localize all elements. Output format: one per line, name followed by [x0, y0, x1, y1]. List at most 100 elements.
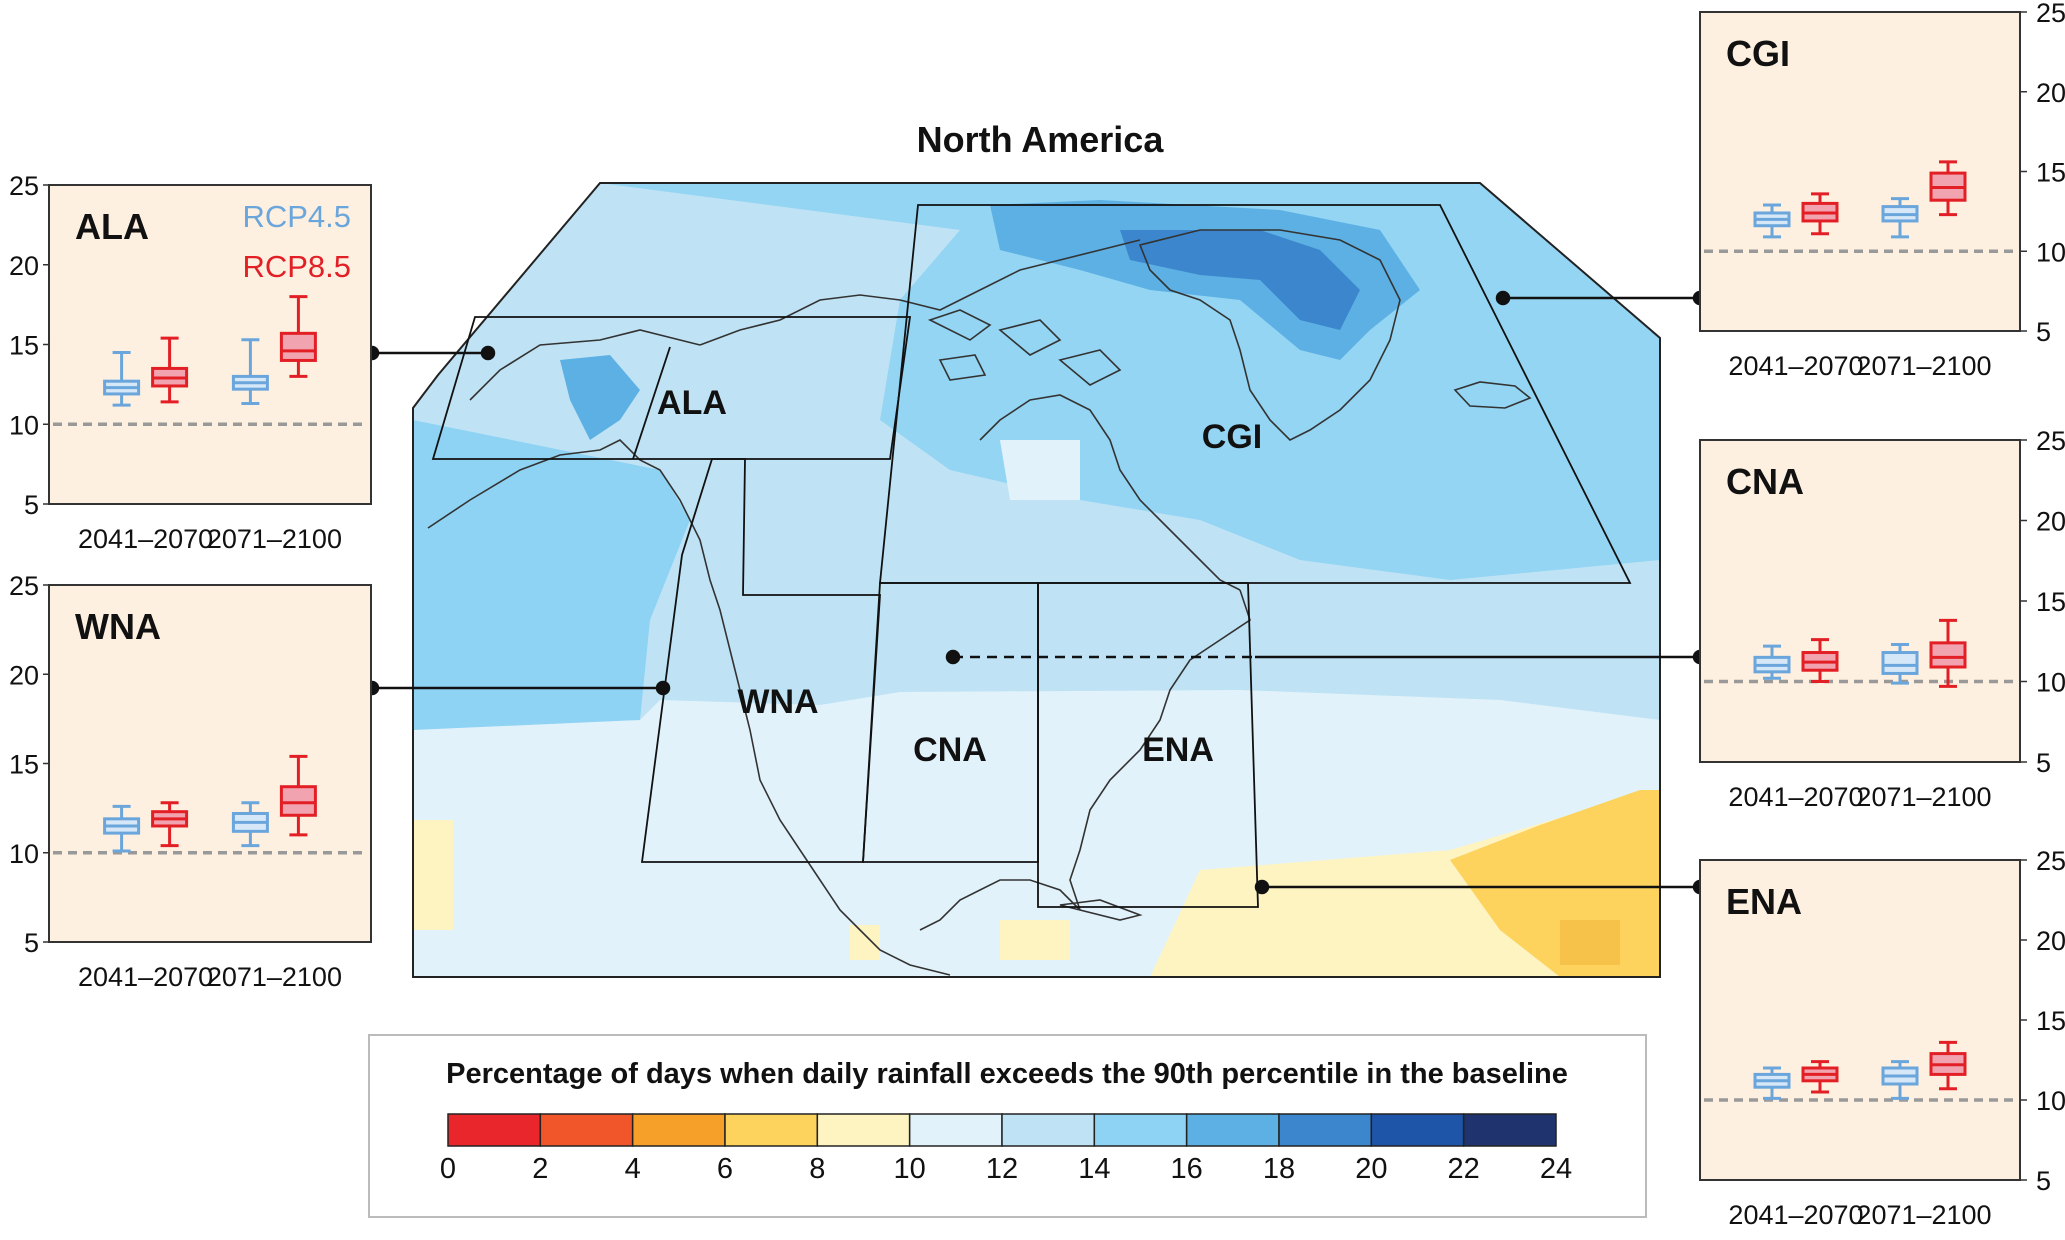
x-category-label: 2041–2070: [1728, 782, 1863, 812]
box-rcp45-0: [1753, 1066, 1791, 1100]
colorbar-tick-label: 10: [894, 1153, 926, 1185]
map-region-label-wna: WNA: [737, 683, 818, 721]
y-tick-label: 25: [2036, 426, 2065, 456]
colorbar-swatch: [908, 1113, 1003, 1147]
region-ala-inner-divider: [632, 346, 671, 460]
y-tick-label: 5: [24, 928, 39, 958]
y-tick-label: 20: [2036, 926, 2065, 956]
map-patch: [1560, 920, 1620, 965]
map-sw-band: [413, 790, 760, 977]
map-region-label-ena: ENA: [1142, 731, 1214, 769]
box-iqr: [279, 331, 317, 362]
colorbar-swatches: [447, 1113, 1557, 1147]
colorbar-swatch: [1001, 1113, 1096, 1147]
box-rcp45-1: [1881, 642, 1919, 685]
y-tick-label: 25: [2036, 0, 2065, 28]
y-tick-label: 15: [2036, 587, 2065, 617]
coastline-iceland: [1453, 381, 1532, 409]
y-tick-label: 20: [9, 251, 39, 281]
colorbar-tick-label: 12: [986, 1153, 1018, 1185]
region-cgi-outline: [879, 204, 1632, 584]
region-outlines: [431, 204, 1632, 908]
colorbar-tick-label: 16: [1171, 1153, 1203, 1185]
map-region-label-ala: ALA: [657, 384, 727, 422]
y-tick-label: 25: [2036, 846, 2065, 876]
colorbar-swatch: [1185, 1113, 1280, 1147]
colorbar-tick-label: 8: [809, 1153, 825, 1185]
coastline-gulf: [919, 879, 1081, 931]
region-ena-outline: [1037, 582, 1259, 908]
map-area: ALA CGI WNA CNA ENA: [412, 182, 1661, 978]
coastlines: [427, 229, 1532, 976]
panel-frame: [48, 584, 372, 943]
map-patch: [850, 925, 880, 960]
colorbar-tick-label: 2: [532, 1153, 548, 1185]
colorbar-tick-label: 22: [1448, 1153, 1480, 1185]
leader-cgi-dot-map: [1495, 290, 1511, 306]
map-pacific-band: [413, 420, 690, 730]
map-region-label-cna: CNA: [913, 731, 987, 769]
box-rcp85-1: [1929, 618, 1967, 688]
boxplot-panels: ALA5101520252041–20702071–2100RCP4.5RCP8…: [9, 0, 2065, 1230]
box-rcp85-0: [1801, 192, 1839, 236]
box-rcp45-1: [231, 801, 269, 848]
colorbar-swatch: [1278, 1113, 1373, 1147]
coastline-cuba: [1059, 899, 1143, 921]
colorbar-swatch: [1370, 1113, 1465, 1147]
y-tick-label: 5: [2036, 1166, 2051, 1196]
colorbar-swatch: [631, 1113, 726, 1147]
x-category-label: 2071–2100: [207, 962, 342, 992]
box-iqr: [1929, 641, 1967, 669]
colorbar-swatch: [447, 1113, 542, 1147]
x-category-label: 2041–2070: [78, 524, 213, 554]
colorbar-swatch: [816, 1113, 911, 1147]
box-rcp45-0: [103, 350, 141, 407]
y-tick-label: 10: [9, 839, 39, 869]
colorbar-tick-label: 20: [1355, 1153, 1387, 1185]
x-category-label: 2071–2100: [1856, 1200, 1991, 1230]
y-tick-label: 10: [9, 410, 39, 440]
panel-title: CNA: [1726, 461, 1804, 502]
colorbar-title: Percentage of days when daily rainfall e…: [446, 1058, 1568, 1090]
box-rcp85-0: [151, 336, 189, 404]
x-category-label: 2041–2070: [78, 962, 213, 992]
y-tick-label: 15: [2036, 1006, 2065, 1036]
coastline-greenland: [1138, 229, 1401, 441]
legend-rcp45: RCP4.5: [242, 199, 351, 234]
box-rcp45-0: [103, 804, 141, 853]
y-tick-label: 15: [9, 750, 39, 780]
box-rcp45-1: [1881, 197, 1919, 239]
box-rcp45-1: [231, 338, 269, 406]
map-patch: [1000, 920, 1070, 960]
box-rcp45-0: [1753, 644, 1791, 680]
x-category-label: 2041–2070: [1728, 1200, 1863, 1230]
colorbar-swatch: [724, 1113, 819, 1147]
panel-frame: [48, 184, 372, 505]
colorbar-swatch: [1462, 1113, 1557, 1147]
box-rcp85-1: [279, 295, 317, 378]
leader-wna-dot-map: [655, 680, 671, 696]
y-tick-label: 5: [2036, 748, 2051, 778]
box-rcp85-0: [151, 801, 189, 848]
y-tick-label: 10: [2036, 668, 2065, 698]
y-tick-label: 15: [9, 331, 39, 361]
map-title: North America: [917, 119, 1165, 160]
y-tick-label: 25: [9, 571, 39, 601]
coastline-islands: [927, 309, 1122, 386]
box-rcp85-1: [1929, 1040, 1967, 1091]
colorbar-swatch: [1093, 1113, 1188, 1147]
box-rcp85-0: [1801, 638, 1839, 683]
box-rcp85-0: [1801, 1060, 1839, 1094]
panel-title: ENA: [1726, 881, 1802, 922]
panel-frame: [1699, 11, 2021, 332]
map-frame: [412, 182, 1661, 978]
panel-title: ALA: [75, 206, 149, 247]
leader-cna-dot-map: [945, 649, 961, 665]
colorbar-tick-label: 18: [1263, 1153, 1295, 1185]
box-rcp45-0: [1753, 203, 1791, 239]
